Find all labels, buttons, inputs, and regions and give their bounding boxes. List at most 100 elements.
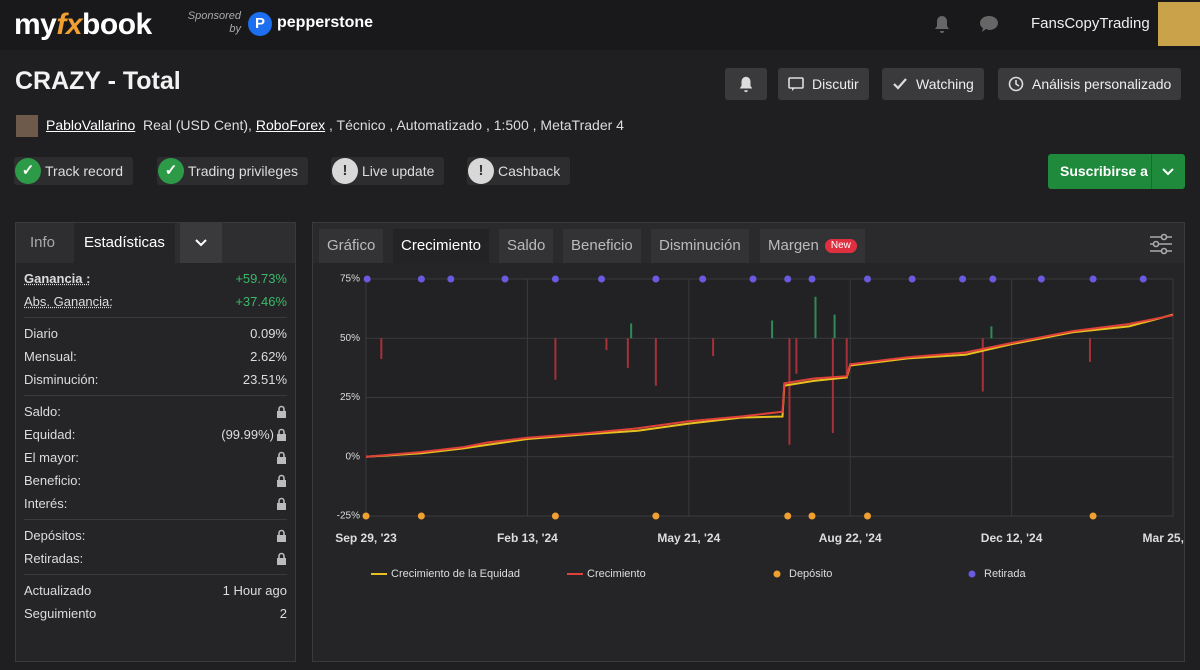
stats-label: Interés: xyxy=(24,496,68,511)
badge-icon: ! xyxy=(332,158,358,184)
analysis-button[interactable]: Análisis personalizado xyxy=(998,68,1182,100)
sponsor-name[interactable]: pepperstone xyxy=(277,14,374,31)
broker-link[interactable]: RoboForex xyxy=(255,117,326,133)
stats-label: Disminución: xyxy=(24,372,99,387)
y-tick-label: 50% xyxy=(340,333,360,344)
histogram-bar xyxy=(605,338,608,351)
stats-group: Saldo: Equidad: (99.99%) El mayor: Beneficio… xyxy=(24,396,287,520)
stats-value xyxy=(274,524,287,547)
event-dot xyxy=(1037,275,1045,283)
x-tick-label: Dec 12, '24 xyxy=(981,531,1043,545)
chart-tab[interactable]: Disminución xyxy=(651,229,749,263)
tab[interactable]: Info xyxy=(30,234,56,251)
stats-row: Saldo: xyxy=(24,400,287,423)
chart-tab[interactable]: Margen New xyxy=(760,229,865,263)
stats-label: Mensual: xyxy=(24,349,77,364)
lock-icon xyxy=(274,551,287,566)
chart-tab[interactable]: Beneficio xyxy=(563,229,641,263)
histogram-bar xyxy=(1088,338,1091,362)
sponsor-icon: P xyxy=(248,12,272,36)
stats-row: Seguimiento 2 xyxy=(24,602,287,625)
histogram-bar xyxy=(795,338,798,374)
stats-value-text: +59.73% xyxy=(235,271,287,286)
stats-value-text: +37.46% xyxy=(235,294,287,309)
stats-label: Seguimiento xyxy=(24,606,97,621)
event-dot xyxy=(363,275,371,283)
event-dot xyxy=(417,512,425,520)
author-link[interactable]: PabloVallarino xyxy=(46,117,136,133)
stats-value-text: 23.51% xyxy=(242,372,287,387)
stats-group: Ganancia : +59.73% Abs. Ganancia: +37.46% xyxy=(24,263,287,318)
chart-tab-label: Beneficio xyxy=(571,237,633,254)
event-dot xyxy=(749,275,757,283)
badge-icon: ✓ xyxy=(15,158,41,184)
badge-icon: ! xyxy=(468,158,494,184)
lock-icon xyxy=(274,473,287,488)
logo-part: book xyxy=(82,8,152,41)
legend-label: Crecimiento xyxy=(587,568,646,580)
user-name[interactable]: FansCopyTrading xyxy=(1031,15,1150,32)
chat-icon[interactable] xyxy=(978,14,1000,34)
stats-value: 1 Hour ago xyxy=(223,579,287,602)
stats-value xyxy=(274,492,287,515)
chart-panel: Gráfico Crecimiento Saldo Beneficio Disminuc… xyxy=(312,222,1185,662)
event-dot xyxy=(501,275,509,283)
stats-value: (99.99%) xyxy=(221,423,287,446)
stats-row: Actualizado 1 Hour ago xyxy=(24,579,287,602)
event-dot xyxy=(959,275,967,283)
x-tick-label: Aug 22, '24 xyxy=(819,531,882,545)
chart-tab[interactable]: Saldo xyxy=(499,229,554,263)
event-dot xyxy=(652,512,660,520)
x-tick-label: Feb 13, '24 xyxy=(497,531,558,545)
account-details: , Técnico , Automatizado , 1:500 , MetaT… xyxy=(329,117,624,133)
histogram-bar xyxy=(654,338,657,386)
x-tick-label: May 21, '24 xyxy=(657,531,720,545)
avatar[interactable] xyxy=(1158,2,1200,46)
legend-swatch xyxy=(968,570,976,578)
stats-row: Depósitos: xyxy=(24,524,287,547)
stats-row: Interés: xyxy=(24,492,287,515)
chart-tab[interactable]: Gráfico xyxy=(319,229,384,263)
histogram-bar xyxy=(771,320,774,339)
series-line xyxy=(365,314,1174,458)
event-dot xyxy=(699,275,707,283)
stats-value-text: 2 xyxy=(279,606,287,621)
stats-row: Beneficio: xyxy=(24,469,287,492)
button-label: Watching xyxy=(916,76,974,92)
tab-active[interactable]: Estadísticas xyxy=(74,223,175,263)
stats-label: Ganancia : xyxy=(24,271,91,286)
stats-row: Diario 0.09% xyxy=(24,322,287,345)
event-dot xyxy=(808,275,816,283)
stats-group: Actualizado 1 Hour ago Seguimiento 2 xyxy=(24,575,287,629)
stats-label: Depósitos: xyxy=(24,528,86,543)
lock-icon xyxy=(274,496,287,511)
discuss-button[interactable]: Discutir xyxy=(778,68,869,100)
event-dot xyxy=(784,275,792,283)
lock-icon xyxy=(274,528,287,543)
histogram-bar xyxy=(814,296,817,339)
stats-value xyxy=(274,469,287,492)
event-dot xyxy=(447,275,455,283)
legend-label: Retirada xyxy=(984,568,1026,580)
page-title: CRAZY - Total xyxy=(15,67,181,95)
stats-label: Abs. Ganancia: xyxy=(24,294,113,309)
logo-part: fx xyxy=(56,8,83,41)
bell-icon[interactable] xyxy=(932,14,952,34)
alert-button[interactable] xyxy=(725,68,767,100)
watching-button[interactable]: Watching xyxy=(882,68,984,100)
settings-icon[interactable] xyxy=(1149,233,1173,255)
histogram-bar xyxy=(380,338,383,359)
stats-label: Saldo: xyxy=(24,404,61,419)
stats-label: El mayor: xyxy=(24,450,79,465)
button-label: Análisis personalizado xyxy=(1032,76,1172,92)
badge-label: Trading privileges xyxy=(188,163,298,179)
chart-tab[interactable]: Crecimiento xyxy=(393,229,490,263)
badge-label: Cashback xyxy=(498,163,561,179)
subscribe-button[interactable]: Suscribirse a xyxy=(1048,154,1185,189)
logo[interactable]: myfxbook xyxy=(14,8,152,42)
stats-row: Abs. Ganancia: +37.46% xyxy=(24,290,287,313)
histogram-bar xyxy=(831,338,834,434)
event-dot xyxy=(908,275,916,283)
tab-dropdown[interactable] xyxy=(180,223,222,263)
